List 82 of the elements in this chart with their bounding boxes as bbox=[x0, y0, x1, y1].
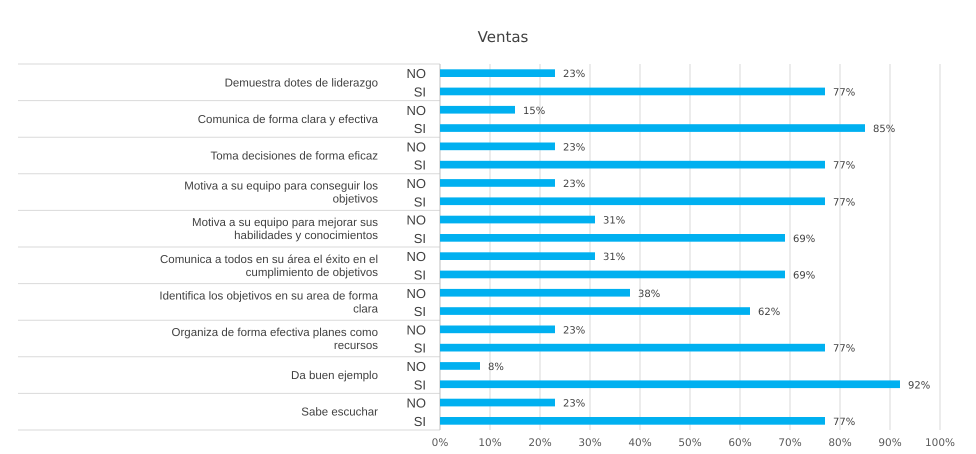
bar bbox=[440, 417, 825, 425]
bar bbox=[440, 380, 900, 388]
text: Motiva a su equipo para conseguir los objetivos bbox=[184, 180, 378, 206]
y-tick-label: SI bbox=[414, 158, 426, 173]
bar bbox=[440, 344, 825, 352]
chart-title: Ventas bbox=[478, 28, 529, 46]
x-tick-label: 90% bbox=[878, 437, 902, 449]
bar bbox=[440, 88, 825, 96]
y-tick-label: NO bbox=[406, 358, 426, 374]
y-tick-label: SI bbox=[414, 84, 426, 100]
data-label: 31% bbox=[603, 216, 626, 227]
bar bbox=[440, 216, 595, 224]
text: Comunica a todos en su área el éxito en el cumplimiento de objetivos bbox=[160, 254, 378, 279]
text: Demuestra dotes de liderazgo bbox=[224, 77, 378, 90]
bar bbox=[440, 69, 555, 77]
y-tick-label: SI bbox=[414, 414, 426, 429]
x-tick-label: 60% bbox=[728, 437, 752, 449]
y-tick-label: NO bbox=[406, 139, 426, 154]
data-label: 8% bbox=[488, 362, 504, 373]
data-label: 77% bbox=[833, 87, 856, 98]
bar bbox=[440, 270, 785, 278]
data-label: 69% bbox=[793, 270, 816, 282]
y-tick-label: SI bbox=[414, 304, 426, 320]
text: Comunica de forma clara y efectiva bbox=[198, 114, 379, 126]
x-tick-label: 50% bbox=[678, 437, 702, 449]
y-tick-label: NO bbox=[406, 249, 426, 264]
data-label: 69% bbox=[793, 234, 816, 245]
data-label: 77% bbox=[833, 416, 856, 428]
y-tick-label: NO bbox=[406, 176, 426, 191]
bar bbox=[440, 398, 555, 406]
bar bbox=[440, 288, 630, 297]
text: Toma decisiones de forma eficaz bbox=[210, 150, 378, 162]
y-tick-label: SI bbox=[414, 121, 426, 136]
data-label: 23% bbox=[563, 325, 586, 336]
bar bbox=[440, 160, 825, 168]
data-label: 31% bbox=[603, 252, 626, 264]
y-tick-label: NO bbox=[406, 396, 426, 411]
y-tick-label: SI bbox=[414, 194, 426, 210]
bar bbox=[440, 179, 555, 187]
text: Sabe escuchar bbox=[301, 406, 378, 419]
x-tick-label: 0% bbox=[432, 437, 448, 449]
x-tick-label: 30% bbox=[578, 437, 602, 449]
bar bbox=[440, 252, 595, 260]
text: Motiva a su equipo para mejorar sus habilidades y conocimientos bbox=[192, 217, 378, 242]
bar bbox=[440, 234, 785, 242]
x-tick-label: 100% bbox=[924, 437, 956, 449]
y-tick-label: SI bbox=[414, 340, 426, 356]
data-label: 23% bbox=[563, 69, 586, 80]
bar bbox=[440, 142, 555, 150]
bar bbox=[440, 307, 750, 315]
data-label: 23% bbox=[563, 398, 586, 410]
y-tick-label: NO bbox=[406, 322, 426, 338]
bar bbox=[440, 326, 555, 334]
text: Identifica los objetivos en su area de forma clara bbox=[159, 290, 379, 316]
bar bbox=[440, 106, 515, 114]
bar bbox=[440, 197, 825, 206]
y-tick-label: NO bbox=[406, 66, 426, 82]
x-tick-label: 20% bbox=[528, 437, 552, 449]
y-tick-label: NO bbox=[406, 212, 426, 228]
data-label: 77% bbox=[833, 197, 856, 208]
y-tick-label: SI bbox=[414, 230, 426, 246]
y-tick-label: SI bbox=[414, 267, 426, 282]
data-label: 23% bbox=[563, 142, 586, 154]
y-tick-label: NO bbox=[406, 102, 426, 118]
bar bbox=[440, 124, 865, 132]
data-label: 85% bbox=[873, 124, 896, 136]
data-label: 62% bbox=[758, 307, 780, 318]
data-label: 77% bbox=[833, 344, 856, 355]
x-tick-label: 80% bbox=[828, 437, 852, 449]
x-tick-label: 40% bbox=[628, 437, 652, 449]
data-label: 15% bbox=[523, 106, 546, 117]
x-tick-label: 70% bbox=[778, 437, 802, 449]
text: Organiza de forma efectiva planes como recursos bbox=[172, 327, 378, 352]
text: Da buen ejemplo bbox=[291, 370, 378, 382]
data-label: 77% bbox=[833, 160, 856, 172]
y-tick-label: SI bbox=[414, 377, 426, 392]
bar bbox=[440, 362, 480, 370]
y-tick-label: NO bbox=[406, 286, 426, 301]
data-label: 38% bbox=[638, 288, 660, 300]
data-label: 23% bbox=[563, 178, 586, 190]
x-tick-label: 10% bbox=[478, 437, 502, 449]
data-label: 92% bbox=[908, 380, 930, 392]
